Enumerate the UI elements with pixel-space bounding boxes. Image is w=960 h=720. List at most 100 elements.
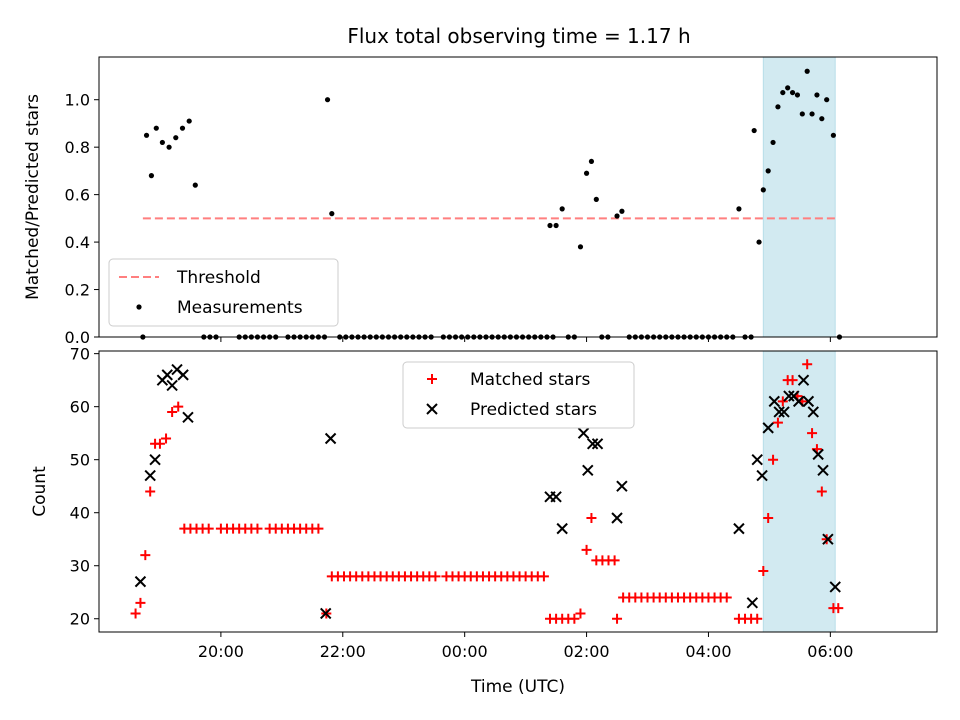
data-point	[619, 208, 625, 214]
top-panel: 0.0 0.2 0.4 0.6 0.8 1.0 Matched/Predicted sta…	[23, 56, 938, 347]
data-point	[812, 448, 824, 461]
data-point	[252, 523, 263, 534]
data-point	[192, 182, 198, 188]
data-point	[161, 433, 172, 444]
measurement-points	[140, 68, 843, 340]
top-y-axis-label: Matched/Predicted stars	[23, 94, 43, 300]
data-point	[427, 374, 437, 384]
data-point	[182, 411, 194, 423]
data-point	[426, 403, 438, 415]
y-tick-label: 50	[70, 451, 90, 470]
y-tick-label: 1.0	[65, 91, 90, 110]
data-point	[792, 395, 805, 408]
y-tick-label: 60	[70, 398, 90, 417]
data-point	[802, 359, 813, 370]
data-point	[751, 453, 763, 466]
data-point	[586, 513, 597, 524]
data-point	[173, 135, 179, 141]
predicted-stars-points	[134, 363, 841, 620]
data-point	[822, 533, 834, 545]
data-point	[153, 125, 159, 131]
data-point	[320, 607, 332, 620]
x-tick-label: 02:00	[564, 642, 610, 661]
top-x-ticks	[220, 337, 831, 342]
data-point	[538, 571, 549, 582]
data-point	[588, 158, 595, 165]
data-point	[733, 522, 745, 535]
top-legend: Threshold Measurements	[108, 258, 339, 327]
data-point	[577, 427, 590, 439]
axes-frame	[98, 350, 938, 633]
data-point	[583, 170, 590, 176]
data-point	[736, 206, 742, 212]
x-tick-label: 00:00	[442, 642, 488, 661]
data-point	[166, 144, 172, 150]
bottom-legend: Matched stars Predicted stars	[402, 361, 635, 429]
data-point	[136, 304, 142, 310]
bottom-panel: 20 30 40 50 60 70 20:00 22:00 00:00 02:00 04:00 06…	[30, 345, 938, 697]
data-point	[772, 417, 783, 428]
data-point	[612, 613, 623, 624]
data-point	[591, 438, 604, 450]
data-point	[778, 406, 790, 418]
top-highlight-span	[762, 56, 836, 338]
data-point	[758, 566, 769, 577]
data-point	[816, 486, 827, 497]
data-point	[752, 613, 763, 624]
data-point	[616, 480, 628, 492]
data-point	[177, 369, 189, 381]
data-point	[154, 438, 165, 449]
data-point	[765, 168, 771, 174]
data-point	[614, 213, 620, 219]
top-y-ticks: 0.0 0.2 0.4 0.6 0.8 1.0	[65, 91, 99, 347]
bottom-y-ticks: 20 30 40 50 60 70	[70, 345, 99, 629]
data-point	[775, 104, 781, 110]
data-point	[173, 401, 184, 412]
data-point	[787, 375, 798, 386]
data-point	[167, 406, 178, 417]
data-point	[166, 379, 178, 392]
data-point	[819, 116, 825, 122]
legend-box	[108, 258, 339, 327]
data-point	[324, 432, 337, 445]
x-tick-label: 06:00	[807, 642, 853, 661]
legend-threshold-label: Threshold	[176, 268, 261, 288]
data-point	[783, 390, 795, 402]
data-point	[149, 453, 161, 466]
data-point	[756, 469, 768, 482]
data-point	[721, 592, 732, 603]
top-axes	[98, 56, 938, 338]
data-point	[768, 395, 780, 408]
data-point	[777, 396, 788, 407]
data-point	[780, 89, 786, 96]
data-point	[609, 555, 620, 566]
data-point	[763, 513, 774, 524]
chart-title: Flux total observing time = 1.17 h	[347, 24, 690, 48]
data-point	[802, 395, 815, 408]
data-point	[797, 374, 810, 386]
data-point	[135, 597, 146, 608]
data-point	[186, 118, 192, 124]
data-point	[746, 597, 759, 609]
data-point	[770, 139, 776, 146]
axes-frame	[98, 56, 938, 338]
y-tick-label: 0.2	[65, 281, 90, 300]
data-point	[144, 469, 156, 482]
data-point	[179, 125, 186, 131]
y-tick-label: 0.4	[65, 233, 90, 252]
data-point	[593, 196, 599, 202]
y-tick-label: 70	[70, 345, 90, 364]
data-point	[130, 608, 141, 619]
bottom-axes	[98, 350, 938, 633]
data-point	[430, 571, 441, 582]
data-point	[824, 97, 830, 103]
data-point	[794, 92, 801, 98]
data-point	[809, 111, 815, 117]
legend-matched-label: Matched stars	[470, 370, 590, 390]
data-point	[829, 581, 841, 593]
data-point	[814, 92, 820, 98]
y-tick-label: 0.8	[65, 138, 90, 157]
data-point	[830, 132, 836, 138]
data-point	[159, 139, 165, 146]
